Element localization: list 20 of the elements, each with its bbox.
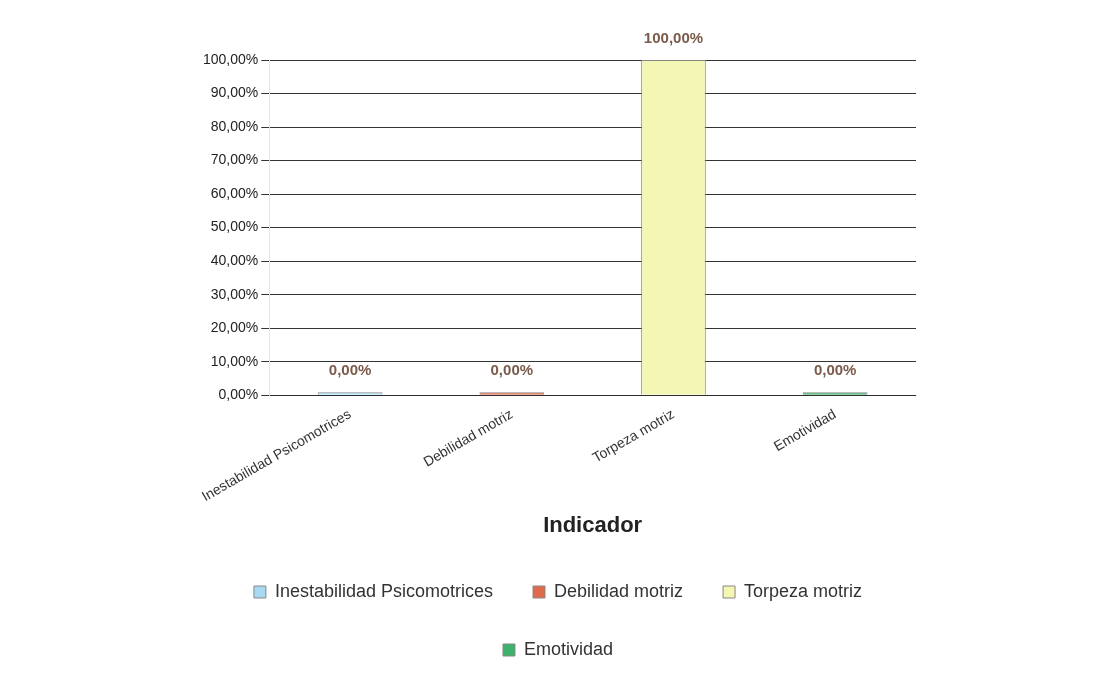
- y-tick-label: 50,00%: [210, 218, 259, 235]
- y-tick-label: 30,00%: [210, 285, 259, 302]
- y-tick-label: 20,00%: [210, 319, 259, 336]
- x-axis-title: Indicador: [543, 511, 643, 537]
- y-tick-label: 90,00%: [210, 84, 259, 101]
- data-label: 100,00%: [643, 28, 704, 46]
- legend-label: Torpeza motriz: [744, 580, 863, 601]
- y-tick-label: 10,00%: [210, 352, 259, 369]
- y-tick-label: 80,00%: [210, 117, 259, 134]
- data-label: 0,00%: [328, 360, 372, 378]
- y-tick-label: 70,00%: [210, 151, 259, 168]
- data-label: 0,00%: [490, 360, 534, 378]
- legend-label: Emotividad: [523, 638, 614, 659]
- legend-label: Debilidad motriz: [554, 580, 684, 601]
- y-tick-label: 100,00%: [202, 50, 259, 67]
- y-tick-label: 40,00%: [210, 252, 259, 268]
- y-tick-label: 60,00%: [210, 184, 259, 201]
- y-tick-label: 0,00%: [218, 386, 259, 403]
- data-label: 0,00%: [813, 360, 857, 378]
- legend-label: Inestabilidad Psicomotrices: [274, 580, 494, 601]
